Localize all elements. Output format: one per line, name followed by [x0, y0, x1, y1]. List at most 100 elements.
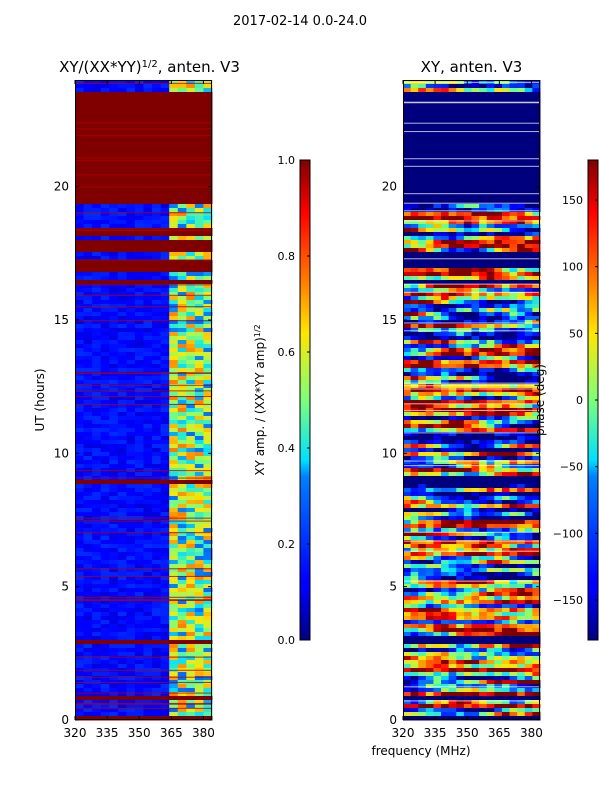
heatmap-cell	[471, 316, 480, 321]
heatmap-cell	[418, 300, 427, 305]
heatmap-cell	[509, 344, 518, 349]
heatmap-cell	[418, 500, 427, 505]
heatmap-cell	[134, 400, 144, 405]
heatmap-cell	[517, 200, 526, 205]
heatmap-cell	[186, 84, 196, 89]
heatmap-cell	[524, 148, 533, 153]
heatmap-cell	[524, 224, 533, 229]
heatmap-cell	[517, 508, 526, 513]
heatmap-cell	[456, 492, 465, 497]
heatmap-cell	[186, 236, 196, 241]
heatmap-cell	[433, 316, 442, 321]
heatmap-cell	[425, 320, 434, 325]
heatmap-cell	[75, 168, 85, 173]
heatmap-cell	[177, 92, 187, 97]
heatmap-cell	[117, 200, 127, 205]
heatmap-cell	[203, 128, 213, 133]
heatmap-cell	[92, 280, 102, 285]
heatmap-cell	[403, 556, 412, 561]
heatmap-cell	[117, 692, 127, 697]
heatmap-cell	[92, 536, 102, 541]
heatmap-cell	[532, 284, 541, 289]
heatmap-cell	[169, 696, 179, 701]
heatmap-cell	[177, 504, 187, 509]
heatmap-cell	[471, 176, 480, 181]
heatmap-cell	[100, 328, 110, 333]
heatmap-cell	[524, 312, 533, 317]
heatmap-cell	[471, 244, 480, 249]
heatmap-cell	[463, 420, 472, 425]
heatmap-cell	[100, 220, 110, 225]
heatmap-cell	[126, 496, 136, 501]
heatmap-cell	[410, 420, 419, 425]
heatmap-cell	[117, 332, 127, 337]
heatmap-cell	[152, 244, 162, 249]
heatmap-cell	[463, 240, 472, 245]
heatmap-cell	[441, 516, 450, 521]
heatmap-cell	[92, 344, 102, 349]
heatmap-cell	[100, 624, 110, 629]
heatmap-cell	[83, 252, 93, 257]
heatmap-cell	[524, 248, 533, 253]
heatmap-cell	[160, 192, 170, 197]
heatmap-cell	[203, 612, 213, 617]
heatmap-cell	[117, 192, 127, 197]
heatmap-cell	[194, 240, 204, 245]
heatmap-cell	[448, 424, 457, 429]
heatmap-cell	[169, 472, 179, 477]
heatmap-cell	[524, 92, 533, 97]
heatmap-cell	[425, 532, 434, 537]
heatmap-cell	[425, 248, 434, 253]
heatmap-cell	[143, 264, 153, 269]
heatmap-cell	[433, 584, 442, 589]
heatmap-cell	[517, 376, 526, 381]
heatmap-cell	[463, 556, 472, 561]
heatmap-cell	[479, 540, 488, 545]
heatmap-cell	[509, 560, 518, 565]
heatmap-cell	[509, 504, 518, 509]
heatmap-cell	[160, 80, 170, 85]
heatmap-cell	[92, 224, 102, 229]
heatmap-cell	[100, 100, 110, 105]
heatmap-cell	[479, 328, 488, 333]
heatmap-cell	[448, 304, 457, 309]
heatmap-cell	[177, 208, 187, 213]
heatmap-cell	[501, 160, 511, 165]
heatmap-cell	[501, 392, 511, 397]
heatmap-cell	[486, 88, 495, 93]
heatmap-cell	[186, 648, 196, 653]
heatmap-cell	[463, 92, 472, 97]
heatmap-cell	[486, 412, 495, 417]
heatmap-cell	[456, 132, 465, 137]
heatmap-cell	[152, 396, 162, 401]
heatmap-cell	[100, 700, 110, 705]
heatmap-cell	[494, 144, 503, 149]
heatmap-cell	[83, 396, 93, 401]
heatmap-cell	[532, 328, 541, 333]
heatmap-cell	[418, 260, 427, 265]
heatmap-cell	[109, 268, 119, 273]
heatmap-cell	[143, 536, 153, 541]
heatmap-cell	[463, 244, 472, 249]
heatmap-cell	[109, 580, 119, 585]
heatmap-cell	[177, 148, 187, 153]
heatmap-cell	[100, 404, 110, 409]
heatmap-cell	[479, 440, 488, 445]
heatmap-cell	[403, 516, 412, 521]
heatmap-cell	[83, 704, 93, 709]
heatmap-cell	[418, 504, 427, 509]
heatmap-cell	[160, 620, 170, 625]
heatmap-cell	[152, 452, 162, 457]
heatmap-cell	[425, 520, 434, 525]
heatmap-cell	[117, 296, 127, 301]
heatmap-cell	[100, 224, 110, 229]
heatmap-cell	[100, 536, 110, 541]
heatmap-cell	[463, 176, 472, 181]
heatmap-cell	[509, 188, 518, 193]
heatmap-cell	[471, 140, 480, 145]
heatmap-cell	[100, 172, 110, 177]
heatmap-cell	[169, 592, 179, 597]
heatmap-cell	[126, 464, 136, 469]
heatmap-cell	[403, 172, 412, 177]
heatmap-cell	[509, 484, 518, 489]
